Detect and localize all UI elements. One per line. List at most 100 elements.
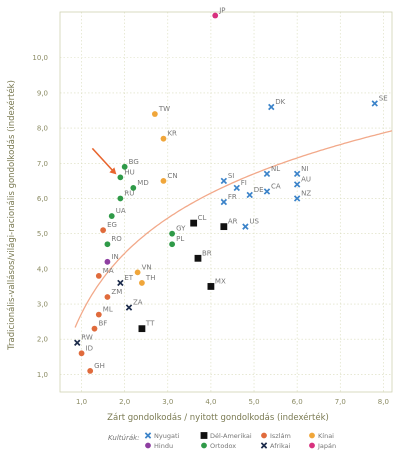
y-axis-title: Tradicionális-vallásos/világi-racionális… <box>6 80 17 351</box>
point-label-bg: BG <box>129 158 139 166</box>
data-point-ua <box>108 213 115 219</box>
point-label-fi: FI <box>241 179 247 187</box>
grid <box>60 12 392 392</box>
x-tick-label: 5,0 <box>248 398 259 406</box>
marker-stroke <box>117 279 124 287</box>
y-tick-label: 3,0 <box>37 301 48 309</box>
legend: Kultúrák: Nyugati Dél-Amerikai Iszlám Kínai… <box>108 432 336 450</box>
legend-item-label: Japán <box>317 442 336 450</box>
point-label-us: US <box>249 218 259 226</box>
point-label-cn: CN <box>167 172 177 180</box>
y-tick-label: 8,0 <box>37 125 48 133</box>
point-label-kr: KR <box>167 130 177 138</box>
data-point-et <box>117 279 124 287</box>
marker-stroke <box>74 339 81 346</box>
data-point-eg <box>100 227 107 234</box>
marker-stroke <box>263 188 271 195</box>
legend-item-label: Hindu <box>154 442 173 450</box>
point-label-md: MD <box>137 179 148 187</box>
point-label-au: AU <box>301 175 311 183</box>
point-label-id: ID <box>86 344 93 352</box>
legend-marker-3 <box>261 432 267 439</box>
x-tick-label: 8,0 <box>378 398 389 406</box>
y-tick-label: 5,0 <box>37 230 48 238</box>
y-tick-label: 10,0 <box>32 54 48 62</box>
point-label-zm: ZM <box>111 288 122 296</box>
x-tick-label: 6,0 <box>292 398 303 406</box>
axes: Zárt gondolkodás / nyitott gondolkodás (… <box>6 11 393 423</box>
x-tick-label: 3,0 <box>162 398 173 406</box>
data-point-cn <box>160 177 167 184</box>
data-point-id <box>78 350 85 357</box>
data-point-fr <box>220 198 228 206</box>
point-label-ro: RO <box>111 235 122 243</box>
data-point-ar <box>220 223 228 231</box>
legend-marker-6 <box>201 442 207 449</box>
point-label-et: ET <box>124 274 133 282</box>
marker-stroke <box>125 304 133 311</box>
data-point-dk <box>268 103 275 111</box>
data-point-bg <box>121 163 128 170</box>
legend-item-label: Ortodox <box>210 442 236 450</box>
point-label-za: ZA <box>133 299 143 307</box>
point-label-in: IN <box>111 253 118 261</box>
marker-stroke <box>293 195 301 202</box>
data-point-ru <box>117 195 124 202</box>
marker-stroke <box>268 103 275 111</box>
data-point-rw <box>74 339 81 346</box>
point-label-vn: VN <box>142 263 152 271</box>
data-point-tw <box>151 111 158 117</box>
legend-item-label: Iszlám <box>270 432 291 440</box>
data-point-fi <box>233 184 240 192</box>
data-point-gy <box>169 230 176 237</box>
marker-stroke <box>260 442 268 449</box>
marker-stroke <box>242 223 249 230</box>
point-label-rw: RW <box>81 334 93 342</box>
y-tick-label: 9,0 <box>37 89 48 97</box>
data-point-nl <box>263 170 271 178</box>
point-label-tt: TT <box>145 320 155 328</box>
trendline-group <box>74 130 393 328</box>
data-point-ni <box>293 170 301 178</box>
marker-stroke <box>293 181 301 188</box>
marker-stroke <box>220 198 228 206</box>
point-label-ar: AR <box>228 218 238 226</box>
data-point-us <box>242 223 249 230</box>
legend-item-label: Afrikai <box>270 442 291 450</box>
marker-stroke <box>246 191 253 199</box>
data-point-bf <box>91 325 98 332</box>
marker-stroke <box>371 100 378 107</box>
y-tick-label: 6,0 <box>37 195 48 203</box>
point-label-eg: EG <box>107 221 117 229</box>
legend-marker-7 <box>260 442 268 449</box>
data-point-de <box>246 191 253 199</box>
data-point-th <box>139 280 145 286</box>
legend-item-label: Kínai <box>318 432 334 440</box>
marker-stroke <box>220 177 228 185</box>
point-label-ni: NI <box>301 165 308 173</box>
y-tick-label: 2,0 <box>37 336 48 344</box>
legend-marker-1 <box>144 432 152 439</box>
data-point-mx <box>207 283 215 290</box>
point-label-fr: FR <box>228 193 237 201</box>
legend-marker-4 <box>309 432 315 439</box>
point-label-br: BR <box>202 249 212 257</box>
legend-item-label: Nyugati <box>154 432 179 440</box>
point-label-cl: CL <box>198 214 207 222</box>
point-label-nl: NL <box>271 165 280 173</box>
point-label-ca: CA <box>271 182 281 190</box>
data-point-ml <box>95 311 102 318</box>
legend-marker-5 <box>145 442 151 449</box>
data-point-se <box>371 100 378 107</box>
points-group: SE DK NI NL SI FI CA AU NZ DE FR US AR CL BR MX TT EG MA ZM… <box>74 7 388 374</box>
point-label-dk: DK <box>275 98 285 106</box>
x-tick-label: 1,0 <box>76 398 87 406</box>
data-point-jp <box>212 12 219 19</box>
y-tick-label: 4,0 <box>37 265 48 273</box>
marker-stroke <box>293 170 301 178</box>
marker-stroke <box>144 432 152 439</box>
data-point-au <box>293 181 301 188</box>
annotation-arrow-shaft <box>91 147 115 173</box>
point-label-tw: TW <box>158 105 170 113</box>
data-point-za <box>125 304 133 311</box>
